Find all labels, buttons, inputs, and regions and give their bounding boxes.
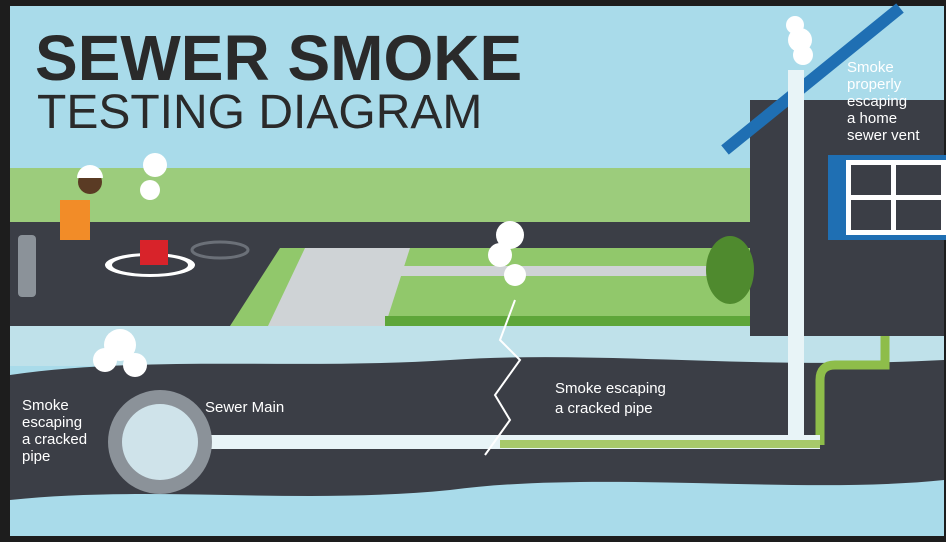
label-line: escaping [22, 414, 82, 431]
manhole-inner [122, 404, 198, 480]
label-line: sewer vent [847, 127, 920, 144]
label-line: Smoke [22, 397, 69, 414]
curb [385, 316, 750, 326]
label-line: properly [847, 76, 902, 93]
worker [60, 200, 90, 240]
label-line: pipe [22, 448, 50, 465]
sewer-main-label: Sewer Main [205, 399, 284, 416]
label-line: a cracked [22, 431, 87, 448]
subtitle: TESTING DIAGRAM [37, 86, 482, 139]
label-line: Smoke escaping [555, 380, 666, 397]
title: SEWER SMOKE [35, 22, 522, 94]
label-line: a cracked pipe [555, 400, 653, 417]
label-line: a home [847, 110, 897, 127]
label-line: Smoke [847, 59, 894, 76]
tank [18, 235, 36, 297]
bush [706, 236, 754, 304]
lawn-back [10, 168, 750, 226]
vent-pipe [788, 70, 804, 442]
label-line: escaping [847, 93, 907, 110]
blower [140, 240, 168, 265]
path [400, 266, 750, 276]
diagram: SEWER SMOKE TESTING DIAGRAM Smoke proper… [0, 0, 946, 542]
pipe-green [500, 440, 820, 448]
